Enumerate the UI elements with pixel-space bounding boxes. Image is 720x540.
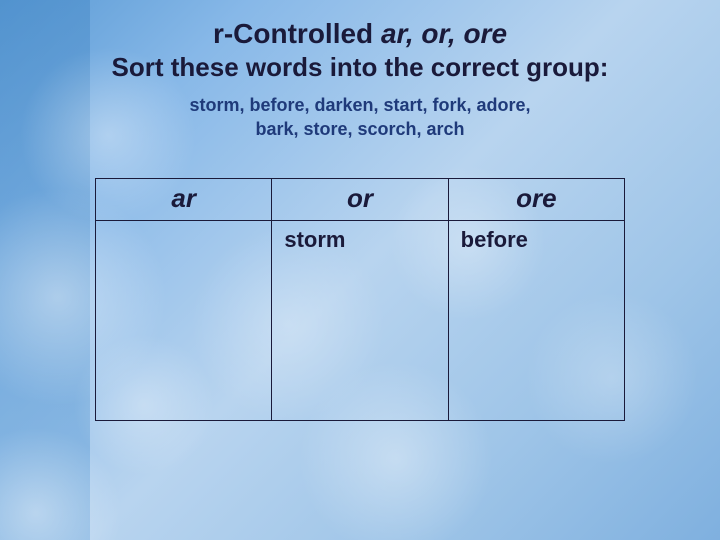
col-header-ore: ore <box>448 178 624 220</box>
slide-content: r-Controlled ar, or, ore Sort these word… <box>0 0 720 421</box>
title-italic: ar, or, ore <box>381 18 507 49</box>
word-list-line2: bark, store, scorch, arch <box>40 117 680 141</box>
word-list: storm, before, darken, start, fork, ador… <box>40 93 680 142</box>
col-header-or: or <box>272 178 448 220</box>
word-list-line1: storm, before, darken, start, fork, ador… <box>40 93 680 117</box>
title-prefix: r-Controlled <box>213 18 381 49</box>
table-row: storm before <box>96 220 625 420</box>
page-title: r-Controlled ar, or, ore <box>40 18 680 50</box>
table-header-row: ar or ore <box>96 178 625 220</box>
sorting-table: ar or ore storm before <box>95 178 625 421</box>
subtitle: Sort these words into the correct group: <box>40 52 680 83</box>
cell-ore: before <box>448 220 624 420</box>
cell-ar <box>96 220 272 420</box>
col-header-ar: ar <box>96 178 272 220</box>
sorting-table-wrap: ar or ore storm before <box>95 178 625 421</box>
cell-or: storm <box>272 220 448 420</box>
